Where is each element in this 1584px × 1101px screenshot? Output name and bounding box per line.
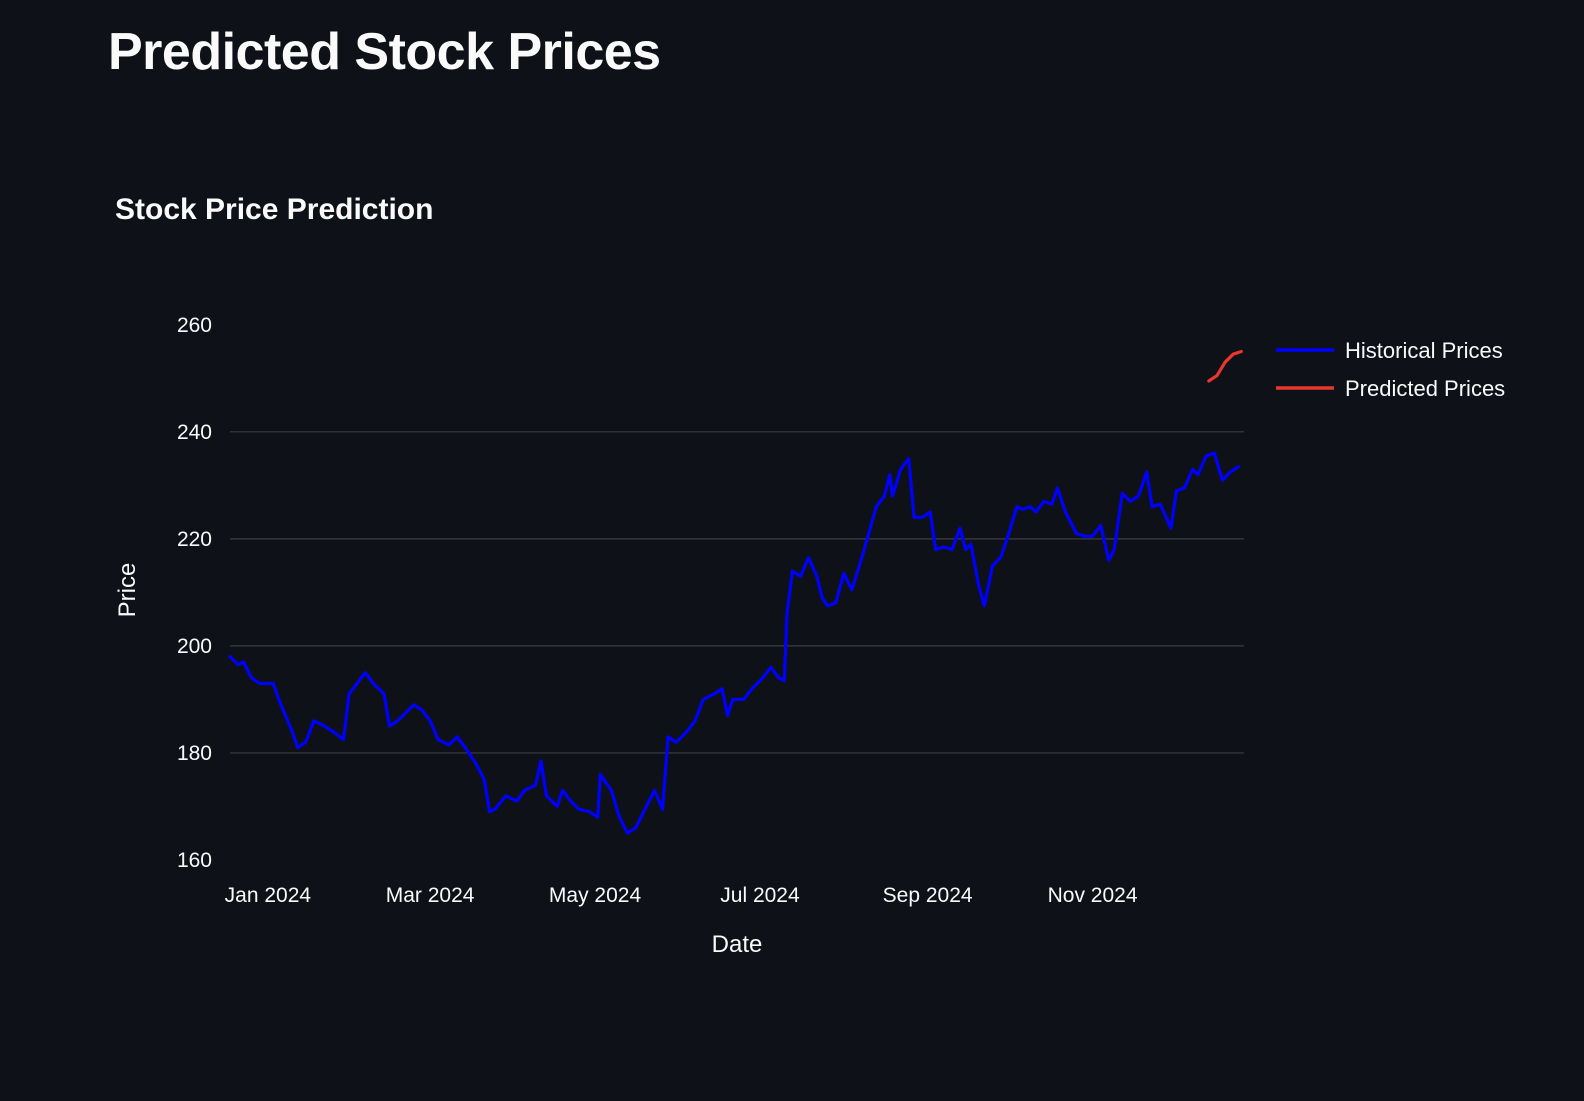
- x-tick-label: May 2024: [549, 884, 642, 907]
- y-tick-label: 260: [177, 314, 212, 337]
- legend-item[interactable]: Historical Prices: [1276, 338, 1503, 363]
- x-tick-label: Nov 2024: [1048, 884, 1138, 907]
- page-title: Predicted Stock Prices: [108, 23, 661, 81]
- x-axis-ticks: Jan 2024 Mar 2024 May 2024 Jul 2024 Sep 2024…: [225, 884, 1138, 907]
- y-axis-label: Price: [114, 563, 141, 618]
- y-tick-label: 240: [177, 421, 212, 444]
- y-tick-label: 160: [177, 849, 212, 872]
- legend-item[interactable]: Predicted Prices: [1276, 376, 1505, 401]
- y-tick-label: 200: [177, 635, 212, 658]
- x-axis-label: Date: [712, 931, 763, 958]
- series-layer: [228, 349, 1243, 835]
- chart-title: Stock Price Prediction: [115, 193, 433, 226]
- grid-lines: [230, 431, 1244, 754]
- series-line-historical[interactable]: [228, 451, 1241, 835]
- x-tick-label: Jul 2024: [720, 884, 800, 907]
- x-tick-label: Mar 2024: [386, 884, 475, 907]
- y-tick-label: 180: [177, 742, 212, 765]
- series-line-predicted[interactable]: [1207, 349, 1243, 383]
- x-tick-label: Sep 2024: [883, 884, 973, 907]
- y-axis-ticks: 160 180 200 220 240 260: [177, 314, 212, 872]
- legend-label: Predicted Prices: [1345, 376, 1505, 401]
- y-tick-label: 220: [177, 528, 212, 551]
- x-tick-label: Jan 2024: [225, 884, 312, 907]
- legend[interactable]: Historical Prices Predicted Prices: [1276, 338, 1505, 401]
- legend-label: Historical Prices: [1345, 338, 1503, 363]
